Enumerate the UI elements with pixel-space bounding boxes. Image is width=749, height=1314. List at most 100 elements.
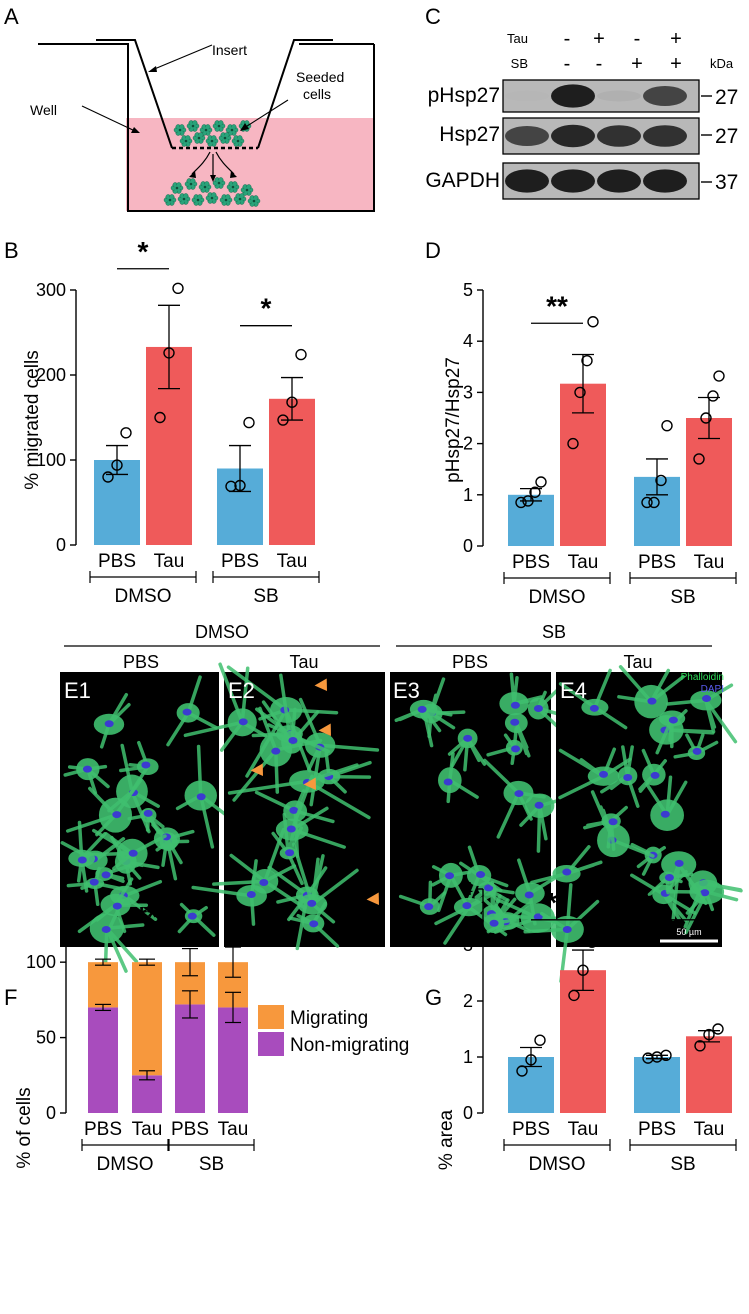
cell	[175, 744, 237, 849]
cell-glyph	[198, 181, 212, 193]
data-point	[225, 480, 237, 493]
cell-nucleus	[702, 695, 712, 703]
treatment-sign: -	[564, 53, 571, 75]
tile-label-e1: E1	[64, 678, 91, 703]
treatment-sign: +	[631, 53, 643, 75]
e-col-2: Tau	[289, 652, 318, 672]
cell-protrusion	[558, 747, 632, 800]
y-tick-label: 50	[36, 1028, 56, 1048]
treatment-sign: +	[670, 28, 682, 50]
panel-c-letter: C	[425, 4, 441, 29]
cell-nucleus	[238, 197, 242, 201]
bar-pbs	[634, 1057, 680, 1113]
x-category-label: Tau	[132, 1119, 163, 1140]
data-point	[277, 414, 289, 426]
cell-protrusion	[459, 845, 509, 901]
group-label: SB	[670, 587, 695, 608]
data-point	[172, 282, 184, 294]
data-point	[660, 1049, 672, 1062]
cell-glyph	[163, 194, 177, 206]
group-label: SB	[253, 586, 278, 607]
x-category-label: PBS	[512, 1119, 550, 1140]
bar-migrating	[132, 962, 162, 1076]
data-point	[581, 354, 593, 367]
data-point	[712, 1023, 724, 1035]
micrograph-row	[60, 662, 743, 983]
cell-nucleus	[182, 197, 186, 201]
cell-protrusion	[673, 733, 719, 759]
y-tick-label: 4	[463, 331, 473, 351]
data-point	[587, 316, 599, 328]
y-tick-label: 3	[463, 935, 473, 955]
data-point	[529, 486, 541, 498]
insert-pointer	[151, 44, 213, 71]
x-category-label: PBS	[638, 1119, 676, 1140]
cell	[647, 871, 694, 897]
cell	[291, 842, 359, 924]
x-category-label: Tau	[568, 552, 599, 573]
seeded-label-line1: Seeded	[296, 69, 344, 85]
y-tick-label: 2	[463, 991, 473, 1011]
data-point	[102, 471, 114, 483]
cell	[486, 727, 523, 766]
data-point	[651, 1051, 663, 1063]
cell-glyph	[173, 124, 187, 136]
cell-nucleus	[692, 747, 702, 755]
panel-b-letter: B	[4, 238, 19, 263]
cell-glyph	[186, 120, 200, 132]
blot-label-phsp27: pHsp27	[428, 84, 500, 107]
legend-swatch-migrating	[258, 1005, 284, 1029]
arrowhead-marker	[303, 777, 316, 790]
cell	[183, 662, 268, 752]
cell-glyph	[231, 135, 245, 147]
cell	[398, 880, 447, 915]
cell-nucleus	[289, 806, 299, 814]
cell-nucleus	[484, 884, 494, 892]
data-point	[713, 370, 725, 382]
cell-protrusion	[519, 795, 572, 853]
e-col-1: PBS	[123, 652, 159, 672]
data-point	[111, 459, 123, 471]
significance-star: **	[136, 901, 158, 932]
cell	[483, 897, 517, 934]
cell-glyph	[170, 182, 184, 194]
cell-protrusion	[127, 813, 165, 835]
x-category-label: Tau	[694, 1119, 725, 1140]
cell-nucleus	[187, 912, 197, 920]
cell-glyph	[240, 184, 254, 196]
blot-band	[643, 86, 687, 106]
x-category-label: Tau	[694, 552, 725, 573]
cell-protrusion	[600, 745, 640, 808]
data-point	[661, 419, 673, 432]
cell-nucleus	[141, 761, 151, 769]
cell-protrusion	[394, 707, 453, 748]
cell-protrusion	[660, 889, 739, 935]
y-tick-label: 2	[463, 434, 473, 454]
legend-dapi: DAPI	[701, 684, 724, 695]
panel-d-ylabel: pHsp27/Hsp27	[443, 357, 464, 483]
y-tick-label: 3	[463, 382, 473, 402]
x-category-label: Tau	[568, 1119, 599, 1140]
blot-band	[597, 90, 641, 102]
bar-tau	[686, 1036, 732, 1113]
cell	[661, 851, 708, 921]
cell-nucleus	[217, 124, 221, 128]
cell-nucleus	[533, 913, 543, 921]
cell	[431, 862, 472, 913]
cell-protrusion	[183, 662, 268, 752]
data-point	[163, 347, 175, 359]
cell	[81, 828, 167, 871]
treatment-signs: - + - +- - + +	[564, 28, 682, 75]
seeded-label-line2: cells	[303, 86, 331, 102]
cell-nucleus	[511, 745, 521, 753]
panel-a-letter: A	[4, 4, 19, 29]
cell-nucleus	[101, 871, 111, 879]
insert-wall-left	[96, 39, 173, 149]
cell-nucleus	[417, 705, 427, 713]
cell-protrusion	[536, 683, 568, 728]
cell-nucleus	[608, 818, 618, 826]
cell	[673, 733, 719, 760]
panel-d: D pHsp27/Hsp27 0 1 2 3 4 5 PBS Tau PBS Tau DMSO SB *…	[425, 238, 737, 608]
cell	[63, 758, 110, 795]
